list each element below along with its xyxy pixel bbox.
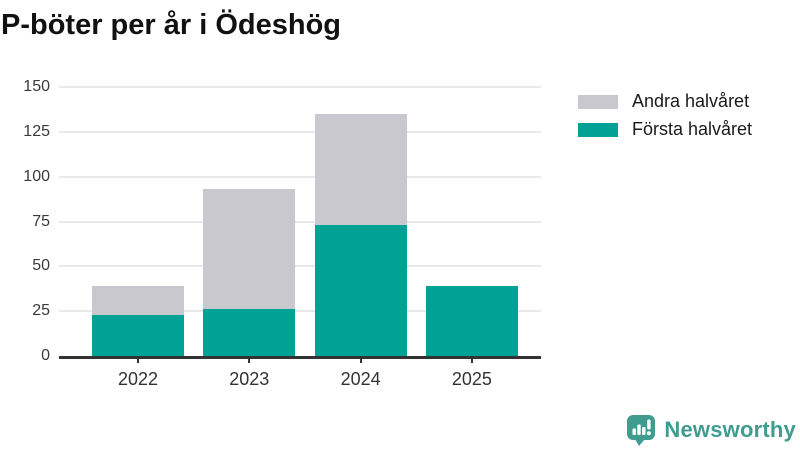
x-axis-label-2022: 2022	[117, 369, 159, 389]
x-axis-line	[59, 356, 541, 359]
legend-label-forsta-halvaret: Första halvåret	[632, 119, 753, 139]
y-axis-tick-label-100: 100	[23, 167, 50, 185]
legend-item-forsta-halvaret: Första halvåret	[578, 119, 752, 140]
legend-item-andra-halvaret: Andra halvåret	[578, 91, 752, 112]
x-axis-tick-2025	[470, 356, 473, 363]
gridline-100	[59, 175, 541, 178]
bar-2024-andra-halvaret	[314, 113, 407, 226]
x-axis-label-2023: 2023	[229, 369, 270, 389]
gridline-25	[59, 310, 541, 313]
x-axis-label-2025: 2025	[451, 369, 492, 389]
gridline-75	[59, 220, 541, 223]
bar-2024-forsta-halvaret	[314, 225, 407, 356]
legend-swatch-andra-halvaret	[578, 94, 618, 109]
bar-2023-forsta-halvaret	[203, 309, 296, 356]
y-axis-tick-label-0: 0	[41, 347, 50, 364]
bar-2022-andra-halvaret	[92, 286, 184, 315]
y-axis-tick-label-150: 150	[23, 78, 50, 95]
plot-area: 0 25 50 75 100 125 150 2022 2023 2024 2025	[23, 78, 541, 389]
y-axis-tick-label-50: 50	[32, 257, 50, 275]
y-axis-tick-label-125: 125	[23, 122, 50, 140]
x-axis-tick-2024	[359, 356, 362, 363]
x-axis-tick-2023	[248, 356, 251, 363]
legend: Andra halvåret Första halvåret	[578, 91, 752, 140]
y-axis-tick-label-25: 25	[32, 302, 50, 320]
chart-title: P-böter per år i Ödeshög	[1, 9, 341, 41]
x-axis-label-2024: 2024	[340, 369, 381, 389]
x-axis-tick-2022	[137, 356, 139, 363]
legend-swatch-forsta-halvaret	[578, 122, 618, 137]
gridline-50	[59, 265, 541, 268]
newsworthy-wordmark: Newsworthy	[664, 417, 796, 442]
newsworthy-speech-bubble-icon	[627, 415, 656, 446]
gridline-125	[59, 130, 541, 133]
newsworthy-logo[interactable]: Newsworthy	[624, 413, 796, 447]
bar-2025-forsta-halvaret	[425, 286, 518, 356]
bar-2022-forsta-halvaret	[92, 314, 184, 356]
gridline-150	[59, 86, 541, 88]
legend-label-andra-halvaret: Andra halvåret	[632, 91, 750, 111]
bar-2023-andra-halvaret	[203, 189, 296, 310]
y-axis-tick-label-75: 75	[32, 212, 50, 230]
